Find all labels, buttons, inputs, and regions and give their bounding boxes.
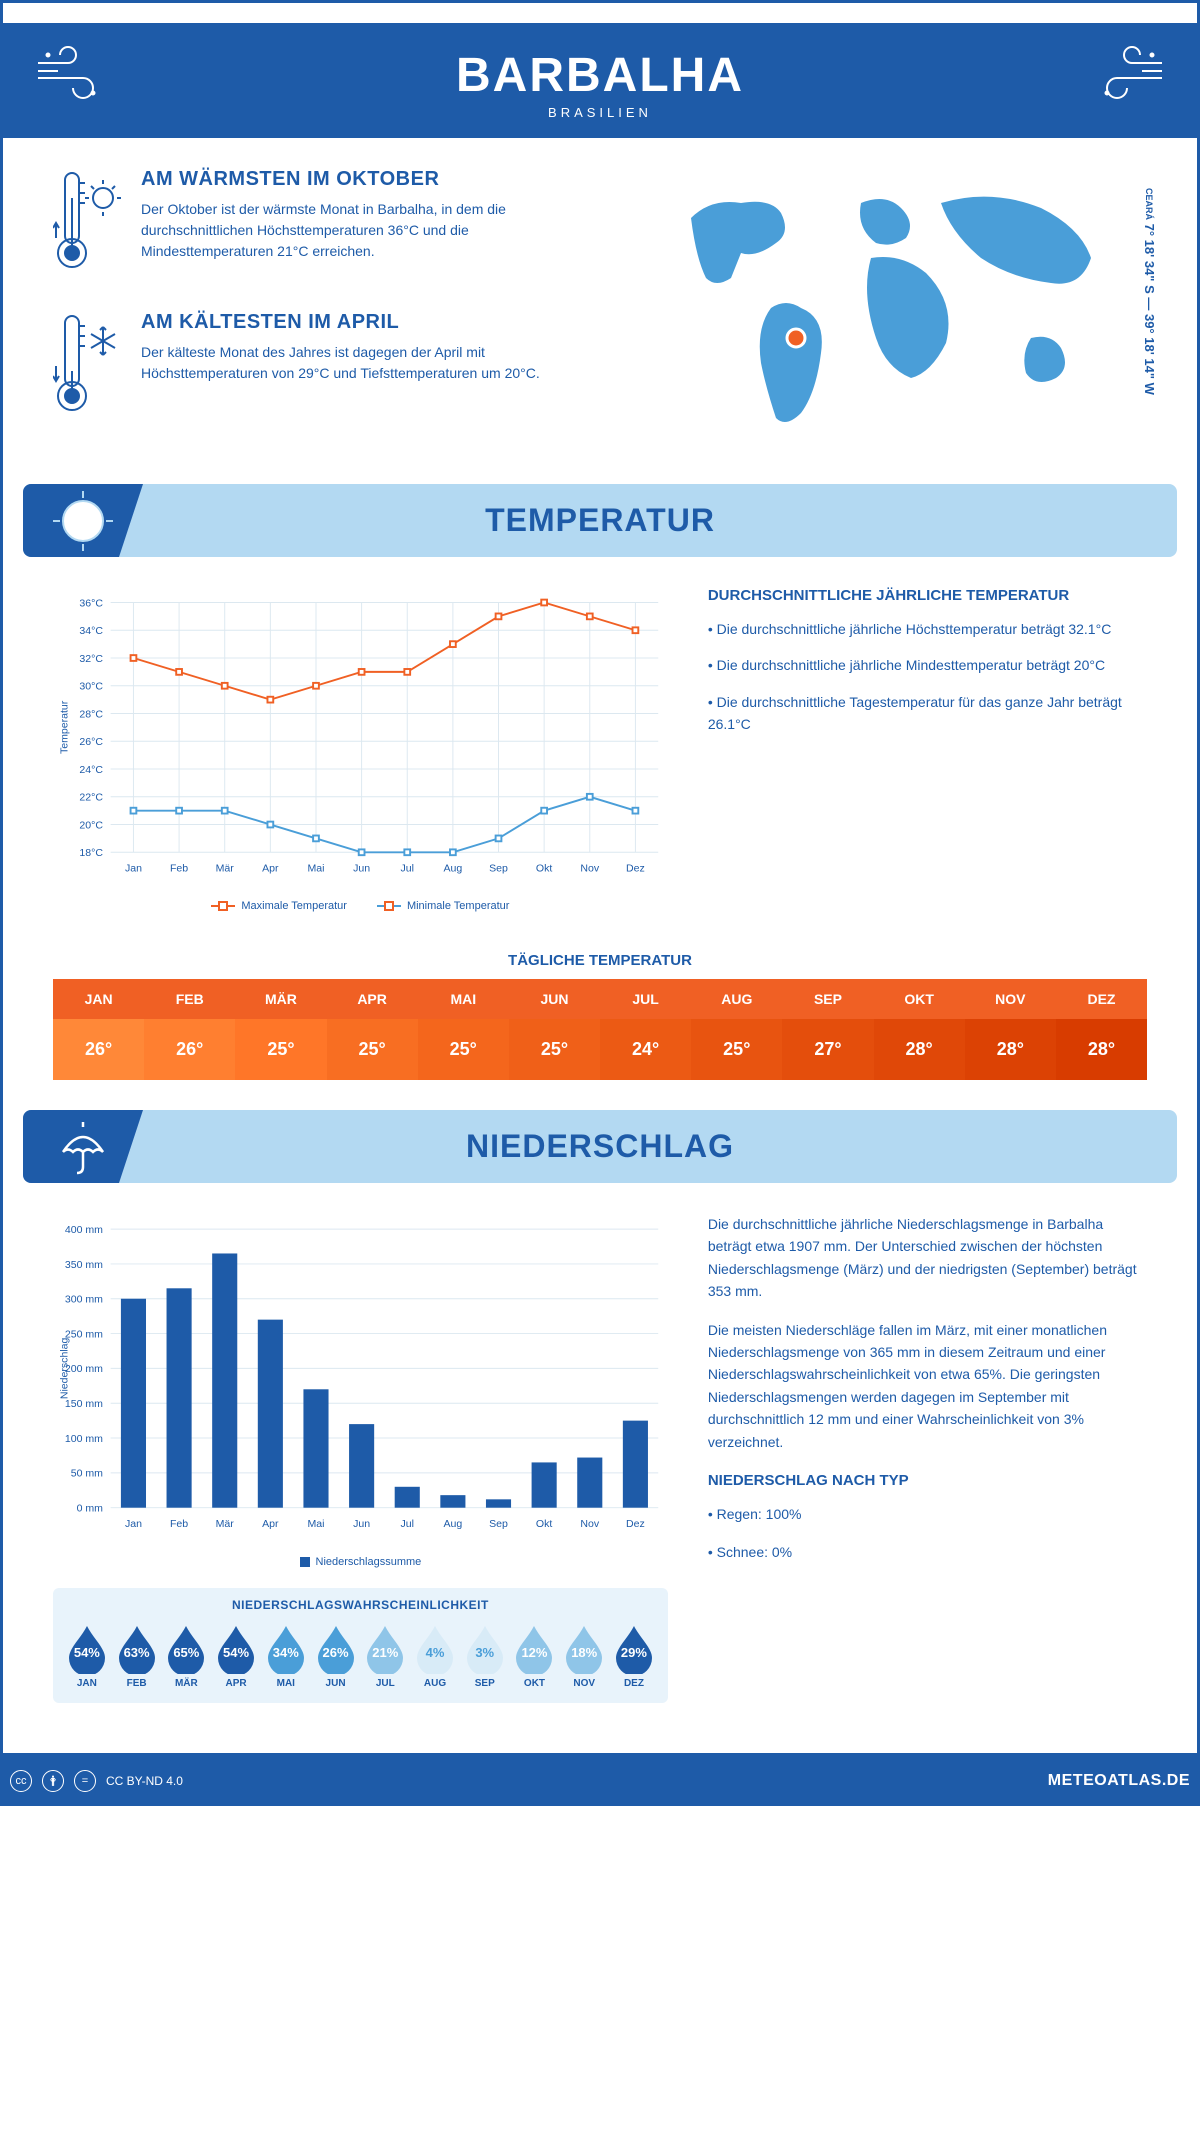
svg-text:18°C: 18°C [79,847,103,859]
svg-text:Jan: Jan [125,1518,142,1530]
svg-text:Sep: Sep [489,1518,508,1530]
svg-text:22°C: 22°C [79,792,103,804]
svg-text:Apr: Apr [262,862,279,874]
svg-text:Mär: Mär [216,862,235,874]
svg-text:26°C: 26°C [79,736,103,748]
svg-text:Jul: Jul [401,862,414,874]
coldest-title: AM KÄLTESTEN IM APRIL [141,311,585,334]
svg-text:34°C: 34°C [79,625,103,637]
wind-icon-left [33,43,123,108]
svg-text:Sep: Sep [489,862,508,874]
precip-info: Die durchschnittliche jährliche Niedersc… [708,1213,1147,1703]
svg-text:20°C: 20°C [79,819,103,831]
sun-icon [23,484,143,557]
svg-text:28°C: 28°C [79,708,103,720]
warmest-text: Der Oktober ist der wärmste Monat in Bar… [141,199,585,262]
svg-text:Aug: Aug [443,1518,462,1530]
thermometer-cold-icon [53,311,123,426]
page-title: BARBALHA [3,48,1197,103]
svg-text:300 mm: 300 mm [65,1294,103,1306]
section-header-temp: TEMPERATUR [23,484,1177,557]
umbrella-icon [23,1110,143,1183]
precipitation-chart: 0 mm 50 mm 100 mm 150 mm 200 mm 250 mm 300 mm 3… [53,1213,668,1703]
precip-legend: Niederschlagssumme [53,1556,668,1568]
svg-text:0 mm: 0 mm [77,1503,104,1515]
svg-text:Okt: Okt [536,862,552,874]
svg-text:Mai: Mai [307,1518,324,1530]
svg-text:Feb: Feb [170,862,188,874]
temp-section-title: TEMPERATUR [23,502,1177,539]
footer: cc 🛉 = CC BY-ND 4.0 METEOATLAS.DE [0,1756,1200,1806]
precip-probability-box: NIEDERSCHLAGSWAHRSCHEINLICHKEIT 54%JAN63… [53,1588,668,1703]
daily-temp-table: JAN26°FEB26°MÄR25°APR25°MAI25°JUN25°JUL2… [53,979,1147,1080]
temp-info: DURCHSCHNITTLICHE JÄHRLICHE TEMPERATUR •… [708,587,1147,912]
thermometer-hot-icon [53,168,123,283]
info-row: AM WÄRMSTEN IM OKTOBER Der Oktober ist d… [23,168,1177,454]
temperature-chart: 18°C 20°C 22°C 24°C 26°C 28°C 30°C 32°C 34°C 36°C… [53,587,668,912]
svg-text:30°C: 30°C [79,681,103,693]
svg-text:Apr: Apr [262,1518,279,1530]
by-icon: 🛉 [42,1770,64,1792]
svg-text:100 mm: 100 mm [65,1433,103,1445]
svg-text:200 mm: 200 mm [65,1363,103,1375]
svg-text:Mai: Mai [307,862,324,874]
svg-text:350 mm: 350 mm [65,1259,103,1271]
svg-text:Mär: Mär [216,1518,235,1530]
world-map: CEARÁ 7° 18' 34" S — 39° 18' 14" W [615,168,1147,454]
svg-text:Okt: Okt [536,1518,552,1530]
coordinates: CEARÁ 7° 18' 34" S — 39° 18' 14" W [1142,188,1157,395]
svg-text:250 mm: 250 mm [65,1328,103,1340]
page-subtitle: BRASILIEN [3,105,1197,120]
daily-temp-title: TÄGLICHE TEMPERATUR [23,952,1177,969]
svg-text:Aug: Aug [443,862,462,874]
svg-text:Niederschlag: Niederschlag [58,1337,70,1399]
svg-text:36°C: 36°C [79,597,103,609]
warmest-block: AM WÄRMSTEN IM OKTOBER Der Oktober ist d… [53,168,585,283]
wind-icon-right [1077,43,1167,108]
svg-text:Nov: Nov [580,1518,599,1530]
svg-text:50 mm: 50 mm [71,1468,103,1480]
nd-icon: = [74,1770,96,1792]
svg-text:32°C: 32°C [79,653,103,665]
coldest-text: Der kälteste Monat des Jahres ist dagege… [141,342,585,384]
svg-text:Feb: Feb [170,1518,188,1530]
coldest-block: AM KÄLTESTEN IM APRIL Der kälteste Monat… [53,311,585,426]
svg-text:Dez: Dez [626,862,645,874]
header-band: BARBALHA BRASILIEN [3,23,1197,138]
svg-text:400 mm: 400 mm [65,1224,103,1236]
precip-section-title: NIEDERSCHLAG [23,1128,1177,1165]
svg-text:Jun: Jun [353,1518,370,1530]
cc-icon: cc [10,1770,32,1792]
svg-text:Nov: Nov [580,862,599,874]
svg-text:150 mm: 150 mm [65,1398,103,1410]
svg-text:Jun: Jun [353,862,370,874]
warmest-title: AM WÄRMSTEN IM OKTOBER [141,168,585,191]
svg-text:Jan: Jan [125,862,142,874]
svg-text:24°C: 24°C [79,764,103,776]
license-text: CC BY-ND 4.0 [106,1774,183,1788]
svg-text:Jul: Jul [401,1518,414,1530]
svg-text:Temperatur: Temperatur [58,700,70,754]
site-name: METEOATLAS.DE [1048,1772,1190,1790]
temp-legend: .legend-line:nth-child(1)::after{border-… [53,900,668,912]
section-header-precip: NIEDERSCHLAG [23,1110,1177,1183]
svg-text:Dez: Dez [626,1518,645,1530]
